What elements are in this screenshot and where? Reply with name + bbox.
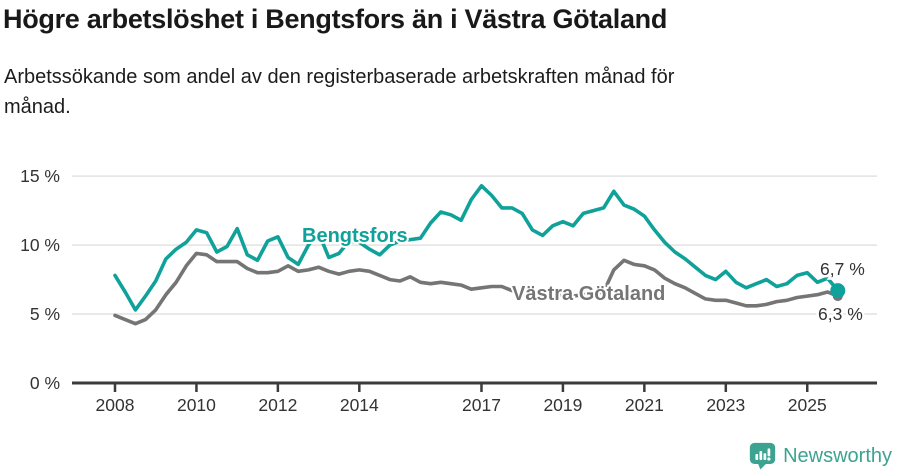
v-stra-g-taland-line (113, 251, 840, 326)
line-chart: 2008 2010 2012 2014 2017 2019 2021 2023 2025 0 % 5… (20, 166, 877, 415)
y-tick-label-10pct: 10 % (20, 235, 60, 255)
bengtsfors-end-dot (830, 283, 846, 299)
x-tick-label-2023: 2023 (706, 395, 745, 415)
newsworthy-logo[interactable]: Newsworthy (749, 442, 892, 470)
x-tick-label-2021: 2021 (625, 395, 664, 415)
y-tick-label-5pct: 5 % (30, 304, 60, 324)
end-value-label-v-stra-g-taland: 6,3 % (818, 304, 863, 324)
chart-subtitle: Arbetssökande som andel av den registerb… (4, 66, 675, 118)
x-tick-label-2008: 2008 (96, 395, 135, 415)
x-tick-label-2014: 2014 (340, 395, 379, 415)
bar-chart-badge-icon (749, 442, 776, 470)
x-tick-label-2025: 2025 (788, 395, 827, 415)
x-tick-label-2012: 2012 (258, 395, 297, 415)
x-tick-label-2010: 2010 (177, 395, 216, 415)
series-label-v-stra-g-taland: Västra Götaland (512, 283, 665, 305)
bengtsfors-line (113, 183, 840, 312)
end-value-label-bengtsfors: 6,7 % (820, 259, 865, 279)
chart-title: Högre arbetslöshet i Bengtsfors än i Väs… (3, 4, 668, 34)
y-tick-label-15pct: 15 % (20, 166, 60, 186)
brand-name: Newsworthy (783, 444, 892, 467)
y-tick-label-0pct: 0 % (30, 373, 60, 393)
series-label-bengtsfors: Bengtsfors (302, 225, 408, 247)
x-tick-label-2019: 2019 (543, 395, 582, 415)
x-tick-label-2017: 2017 (462, 395, 501, 415)
